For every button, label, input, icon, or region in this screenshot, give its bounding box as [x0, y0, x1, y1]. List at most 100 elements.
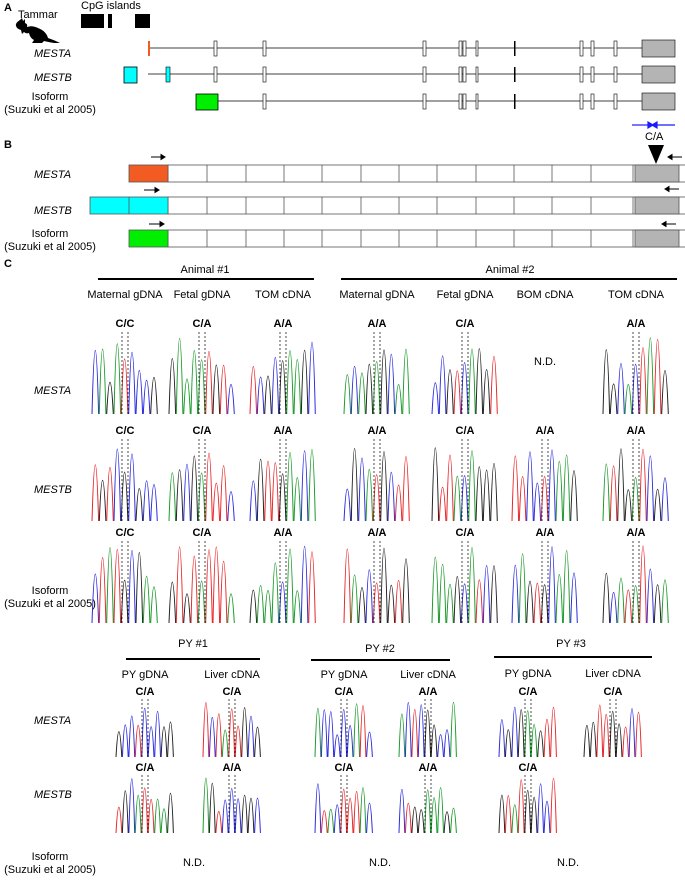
chromatogram-trace [313, 775, 375, 833]
track-a-mestb-label: MESTB [34, 72, 72, 84]
chromatogram-trace [430, 332, 500, 414]
py-row-mestb-label: MESTB [34, 789, 72, 801]
genotype-call: A/A [273, 527, 293, 539]
py-sample-header: PY gDNA [320, 669, 368, 681]
chromatogram-trace [397, 699, 459, 757]
chromatogram-trace [430, 439, 500, 521]
chromatogram-trace [313, 699, 375, 757]
track-b-mesta-label: MESTA [34, 169, 72, 181]
gene-structure-diagram [110, 30, 685, 136]
py-3-rule [494, 656, 652, 658]
genotype-call: A/A [273, 425, 293, 437]
chromatogram-trace [90, 541, 160, 623]
cpg-islands-label: CpG islands [81, 0, 141, 12]
chromatogram-trace [601, 541, 671, 623]
chromatogram-trace [582, 699, 644, 757]
chromatogram-trace [114, 699, 176, 757]
genotype-call: C/A [192, 527, 212, 539]
track-b-isoform-label: Isoform [31, 228, 69, 240]
genotype-call: C/A [455, 527, 475, 539]
genotype-call: A/A [222, 762, 242, 774]
panel-b-label: B [4, 139, 12, 151]
panel-c-label: C [4, 258, 12, 270]
genotype-call: A/A [626, 318, 646, 330]
sample-header: TOM cDNA [607, 289, 665, 301]
genotype-call: C/A [192, 425, 212, 437]
chromatogram-trace [90, 439, 160, 521]
chromatogram-trace [510, 439, 580, 521]
genotype-call: C/A [135, 762, 155, 774]
genotype-call: A/A [626, 425, 646, 437]
py-sample-header: PY gDNA [504, 668, 552, 680]
py-isoform-nd: N.D. [369, 857, 391, 869]
row-isoform-label: Isoform [31, 585, 69, 597]
sample-header: Maternal gDNA [339, 289, 415, 301]
genotype-call: A/A [418, 686, 438, 698]
chromatogram-trace [201, 775, 263, 833]
track-a-mesta-label: MESTA [34, 48, 72, 60]
py-2-header: PY #2 [365, 643, 395, 655]
chromatogram-trace [397, 775, 459, 833]
py-sample-header: Liver cDNA [585, 668, 641, 680]
sample-header: Fetal gDNA [436, 289, 494, 301]
genotype-call: A/A [535, 425, 555, 437]
chromatogram-trace [201, 699, 263, 757]
chromatogram-trace [342, 439, 412, 521]
genotype-call: C/A [518, 762, 538, 774]
sample-header: Maternal gDNA [87, 289, 163, 301]
panel-a-label: A [4, 2, 12, 14]
py-isoform-nd: N.D. [183, 857, 205, 869]
genotype-call: A/A [273, 318, 293, 330]
chromatogram-trace [510, 541, 580, 623]
genotype-call: C/A [334, 686, 354, 698]
track-a-isoform-label: Isoform [31, 91, 69, 103]
chromatogram-trace [601, 332, 671, 414]
py-row-mesta-label: MESTA [34, 715, 72, 727]
chromatogram-trace [114, 775, 176, 833]
genotype-call: C/C [115, 425, 135, 437]
py-row-isoform-ref: (Suzuki et al 2005) [4, 864, 96, 876]
genotype-call: A/A [367, 527, 387, 539]
genotype-call: C/A [192, 318, 212, 330]
genotype-call: C/A [603, 686, 623, 698]
py-1-header: PY #1 [178, 638, 208, 650]
genotype-call: C/A [334, 762, 354, 774]
row-mestb-label: MESTB [34, 484, 72, 496]
chromatogram-trace [90, 332, 160, 414]
tammar-silhouette-icon [14, 18, 60, 44]
chromatogram-trace [430, 541, 500, 623]
species-label: Tammar [18, 9, 58, 21]
chromatogram-trace [248, 439, 318, 521]
genotype-call: C/A [222, 686, 242, 698]
genotype-call: C/A [455, 425, 475, 437]
py-sample-header: PY gDNA [121, 669, 169, 681]
genotype-call: C/A [455, 318, 475, 330]
snp-label: C/A [645, 131, 664, 143]
genotype-call: C/A [518, 686, 538, 698]
track-b-isoform-ref: (Suzuki et al 2005) [4, 241, 96, 253]
animal-1-header: Animal #1 [180, 264, 230, 276]
genotype-call: A/A [367, 318, 387, 330]
cpg-island-blocks [80, 13, 152, 29]
chromatogram-trace [497, 699, 559, 757]
track-a-isoform-ref: (Suzuki et al 2005) [4, 104, 96, 116]
chromatogram-trace [167, 332, 237, 414]
py-sample-header: Liver cDNA [400, 669, 456, 681]
py-2-rule [311, 659, 450, 661]
sample-header: BOM cDNA [516, 289, 574, 301]
py-sample-header: Liver cDNA [204, 669, 260, 681]
genotype-call: C/C [115, 318, 135, 330]
chromatogram-trace [248, 541, 318, 623]
sample-header: Fetal gDNA [173, 289, 231, 301]
animal-1-rule [98, 278, 314, 280]
chromatogram-trace [167, 439, 237, 521]
sample-header: TOM cDNA [254, 289, 312, 301]
genotype-call: A/A [535, 527, 555, 539]
not-determined-label: N.D. [534, 356, 556, 368]
chromatogram-trace [601, 439, 671, 521]
genotype-call: C/A [135, 686, 155, 698]
row-isoform-ref: (Suzuki et al 2005) [4, 598, 96, 610]
animal-2-header: Animal #2 [485, 264, 535, 276]
genotype-call: A/A [367, 425, 387, 437]
genotype-call: A/A [418, 762, 438, 774]
